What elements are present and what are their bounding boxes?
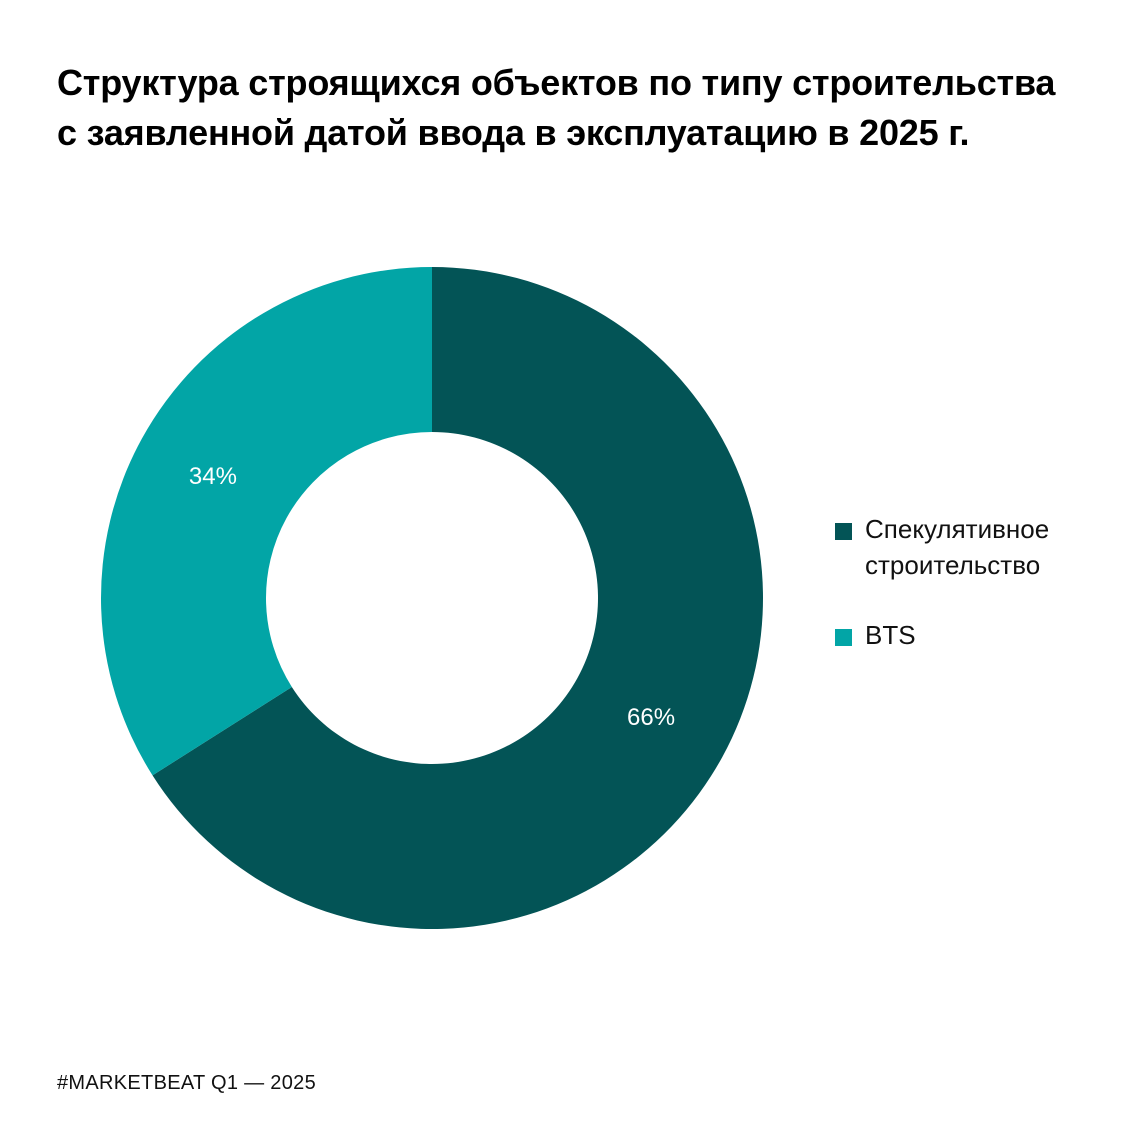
donut-slices bbox=[101, 267, 764, 929]
footer-tag: #MARKETBEAT Q1 — 2025 bbox=[57, 1072, 316, 1094]
donut-slice-speculative bbox=[152, 267, 764, 929]
legend-swatch-bts bbox=[835, 629, 852, 646]
chart-title-line-1: Структура строящихся объектов по типу ст… bbox=[57, 62, 1056, 103]
legend-item-bts: BTS bbox=[835, 617, 1115, 653]
legend-swatch-speculative bbox=[835, 523, 852, 540]
slice-label-speculative: 66% bbox=[627, 704, 675, 731]
chart-title-line-2: с заявленной датой ввода в эксплуатацию … bbox=[57, 112, 970, 153]
legend-label-bts: BTS bbox=[865, 620, 916, 650]
donut-slice-bts bbox=[101, 267, 433, 776]
donut-slice-labels: 66% 34% bbox=[189, 463, 675, 731]
legend-label-speculative-line-2: строительство bbox=[865, 550, 1041, 580]
chart-title: Структура строящихся объектов по типу ст… bbox=[57, 58, 1097, 158]
slice-label-bts: 34% bbox=[189, 463, 237, 490]
legend-label-speculative-line-1: Спекулятивное bbox=[865, 514, 1050, 544]
legend: Спекулятивное строительство BTS bbox=[835, 511, 1115, 653]
legend-item-speculative: Спекулятивное строительство bbox=[835, 511, 1115, 583]
